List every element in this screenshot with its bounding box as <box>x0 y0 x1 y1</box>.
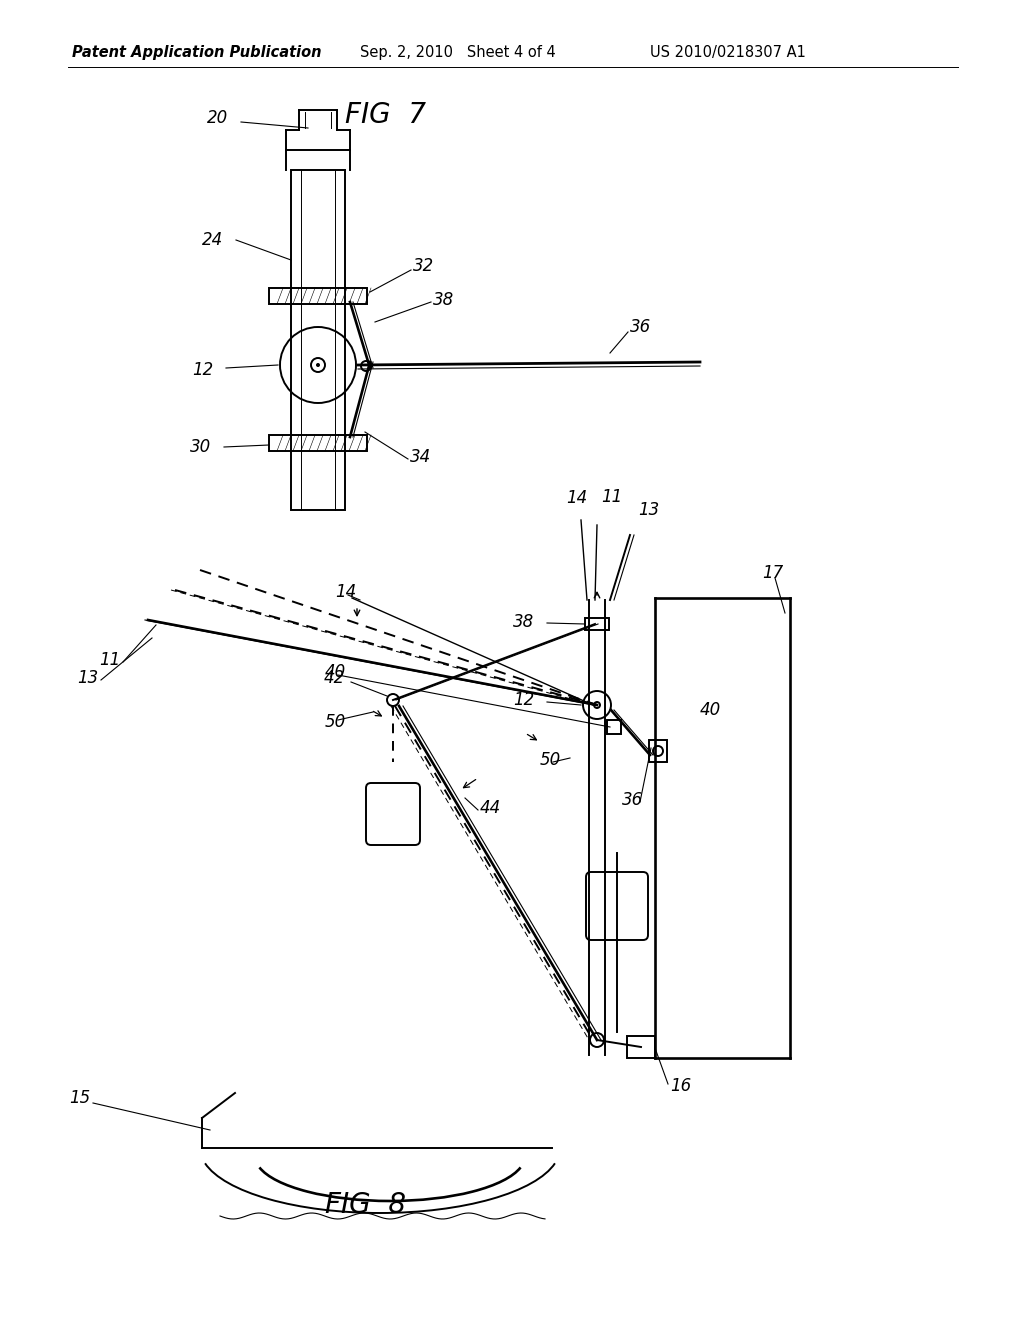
Text: 13: 13 <box>638 502 659 519</box>
Bar <box>627 1036 655 1059</box>
Bar <box>607 719 621 734</box>
Text: 15: 15 <box>69 1089 90 1107</box>
Text: 16: 16 <box>670 1077 691 1096</box>
Bar <box>649 741 667 762</box>
Text: FIG  8: FIG 8 <box>325 1191 406 1218</box>
Text: 14: 14 <box>335 583 356 601</box>
Text: 38: 38 <box>513 612 534 631</box>
Text: 40: 40 <box>700 701 721 719</box>
Text: 14: 14 <box>566 488 587 507</box>
Text: 50: 50 <box>325 713 346 731</box>
Bar <box>269 288 367 304</box>
Text: 30: 30 <box>189 438 211 455</box>
Text: 12: 12 <box>513 690 534 709</box>
Text: 34: 34 <box>410 447 431 466</box>
Text: 12: 12 <box>191 360 213 379</box>
Bar <box>291 170 345 510</box>
Text: 42: 42 <box>324 669 345 686</box>
Text: 17: 17 <box>762 564 783 582</box>
Text: 44: 44 <box>480 799 502 817</box>
Text: 11: 11 <box>98 651 120 669</box>
Bar <box>585 618 609 630</box>
Text: 20: 20 <box>207 110 228 127</box>
Circle shape <box>316 363 319 367</box>
Text: 40: 40 <box>325 663 346 681</box>
Text: 36: 36 <box>622 791 643 809</box>
Text: Patent Application Publication: Patent Application Publication <box>72 45 322 59</box>
Text: 24: 24 <box>202 231 223 249</box>
Text: 32: 32 <box>413 257 434 275</box>
Text: 36: 36 <box>630 318 651 337</box>
Text: 38: 38 <box>433 290 455 309</box>
Text: US 2010/0218307 A1: US 2010/0218307 A1 <box>650 45 806 59</box>
Text: 13: 13 <box>77 669 98 686</box>
Text: FIG  7: FIG 7 <box>345 102 426 129</box>
Text: Sep. 2, 2010   Sheet 4 of 4: Sep. 2, 2010 Sheet 4 of 4 <box>360 45 556 59</box>
Text: 50: 50 <box>540 751 561 770</box>
Bar <box>269 436 367 451</box>
Text: 11: 11 <box>601 488 623 506</box>
